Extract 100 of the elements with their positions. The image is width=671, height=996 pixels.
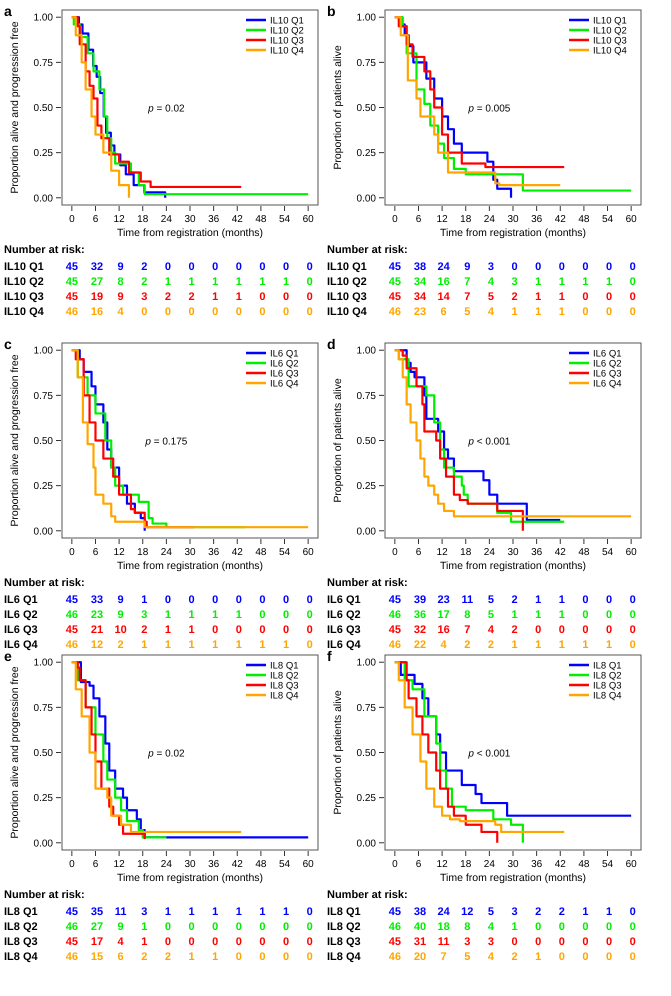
x-tick-label: 42 xyxy=(232,214,244,225)
y-axis-title: Proportion alive and progression free xyxy=(9,666,21,839)
y-axis-title: Proportion alive and progression free xyxy=(9,354,21,527)
chart-title: f xyxy=(327,648,332,664)
chart-title: a xyxy=(4,3,12,19)
legend-label: IL10 Q4 xyxy=(270,46,304,56)
annotation: p = 0.175 xyxy=(144,436,188,448)
x-axis-title: Time from registration (months) xyxy=(440,227,586,239)
legend-label: IL6 Q1 xyxy=(270,348,299,360)
y-tick-label: 1.00 xyxy=(356,346,376,357)
x-tick-label: 54 xyxy=(278,547,291,558)
legend-label: IL10 Q2 xyxy=(270,26,304,36)
legend-label: IL10 Q1 xyxy=(593,16,627,26)
text: Number at risk: xyxy=(327,577,408,589)
x-tick-label: 60 xyxy=(626,859,638,870)
text: 45 32 16 7 4 2 0 0 0 0 0 xyxy=(388,624,636,636)
legend-label: IL6 Q2 xyxy=(270,358,299,370)
text: 46 12 2 1 1 1 1 1 1 1 0 xyxy=(66,639,313,651)
text: IL10 Q1 xyxy=(4,261,44,273)
legend-label: IL6 Q2 xyxy=(593,358,622,370)
y-tick-label: 0.00 xyxy=(356,193,376,204)
x-tick-label: 54 xyxy=(602,859,614,870)
x-tick-label: 0 xyxy=(69,859,76,870)
y-axis-title: Proportion of patients alive xyxy=(332,378,344,503)
y-tick-label: 1.00 xyxy=(356,658,376,669)
text: 45 31 11 3 3 0 0 0 0 0 0 xyxy=(388,936,636,948)
text: IL6 Q2 xyxy=(327,609,361,621)
x-axis-title: Time from registration (months) xyxy=(116,560,264,572)
text: IL6 Q3 xyxy=(327,624,361,636)
text: 45 35 11 3 1 1 1 1 1 1 0 xyxy=(66,906,313,918)
text: IL8 Q2 xyxy=(327,921,361,933)
text: IL10 Q2 xyxy=(327,276,367,288)
legend-label: IL8 Q2 xyxy=(270,670,299,682)
x-tick-label: 30 xyxy=(507,214,519,225)
legend-label: IL6 Q4 xyxy=(270,378,299,390)
x-tick-label: 6 xyxy=(416,214,422,225)
x-tick-label: 12 xyxy=(114,859,126,870)
text: 45 38 24 12 5 3 2 2 1 1 0 xyxy=(388,906,636,918)
y-tick-label: 0.00 xyxy=(356,526,376,538)
text: IL8 Q4 xyxy=(327,951,361,963)
x-tick-label: 6 xyxy=(92,214,99,225)
x-tick-label: 60 xyxy=(626,547,638,558)
text: 45 21 10 2 1 1 0 0 0 0 0 xyxy=(66,624,313,636)
y-tick-label: 0.75 xyxy=(34,390,54,402)
legend-label: IL8 Q2 xyxy=(593,670,622,682)
x-tick-label: 24 xyxy=(160,547,172,558)
x-tick-label: 48 xyxy=(578,547,590,558)
x-tick-label: 42 xyxy=(554,214,566,225)
legend-label: IL10 Q3 xyxy=(593,36,627,46)
y-tick-label: 0.50 xyxy=(34,103,54,114)
legend-label: IL10 Q4 xyxy=(593,46,627,56)
x-tick-label: 30 xyxy=(507,859,519,870)
x-tick-label: 18 xyxy=(460,547,472,558)
y-tick-label: 0.50 xyxy=(34,748,54,759)
text: 45 32 9 2 0 0 0 0 0 0 0 xyxy=(66,261,313,273)
text: IL8 Q3 xyxy=(4,936,38,948)
x-axis-title: Time from registration (months) xyxy=(116,227,264,239)
text: IL8 Q3 xyxy=(327,936,361,948)
chart-title: d xyxy=(327,336,336,352)
text: IL10 Q4 xyxy=(4,306,44,318)
chart-title: e xyxy=(4,648,12,664)
y-tick-label: 0.00 xyxy=(34,193,54,204)
x-tick-label: 30 xyxy=(184,859,196,870)
text: 46 36 17 8 5 1 1 1 0 0 0 xyxy=(388,609,636,621)
y-axis-title: Proportion of patients alive xyxy=(332,45,344,170)
y-tick-label: 0.25 xyxy=(34,481,54,492)
x-tick-label: 48 xyxy=(578,859,590,870)
x-tick-label: 24 xyxy=(484,547,496,558)
text: 45 34 16 7 4 3 1 1 1 1 0 xyxy=(388,276,636,288)
y-tick-label: 0.00 xyxy=(34,526,54,538)
x-tick-label: 54 xyxy=(278,859,291,870)
legend-label: IL8 Q3 xyxy=(593,680,622,692)
x-tick-label: 42 xyxy=(232,859,244,870)
y-tick-label: 0.25 xyxy=(356,793,376,804)
y-tick-label: 0.50 xyxy=(356,103,376,114)
annotation: p < 0.001 xyxy=(467,748,511,760)
x-tick-label: 24 xyxy=(484,859,496,870)
x-tick-label: 18 xyxy=(137,547,149,558)
x-tick-label: 36 xyxy=(531,859,543,870)
y-tick-label: 0.75 xyxy=(356,702,376,714)
text: 45 38 24 9 3 0 0 0 0 0 0 xyxy=(388,261,636,273)
legend-label: IL10 Q2 xyxy=(593,26,627,36)
text: 45 27 8 2 1 1 1 1 1 1 0 xyxy=(66,276,313,288)
text: 46 27 9 1 0 0 0 0 0 0 0 xyxy=(66,921,313,933)
x-tick-label: 18 xyxy=(460,214,472,225)
x-tick-label: 18 xyxy=(460,859,472,870)
text: IL6 Q2 xyxy=(4,609,38,621)
text: IL6 Q1 xyxy=(4,594,38,606)
text: Number at risk: xyxy=(327,244,408,256)
x-tick-label: 60 xyxy=(626,214,638,225)
text: Number at risk: xyxy=(327,889,408,901)
text: IL10 Q4 xyxy=(327,306,367,318)
legend-label: IL8 Q4 xyxy=(270,690,299,702)
legend-label: IL8 Q1 xyxy=(270,660,299,672)
text: 45 17 4 1 0 0 0 0 0 0 0 xyxy=(66,936,313,948)
x-tick-label: 36 xyxy=(531,547,543,558)
x-tick-label: 48 xyxy=(255,547,267,558)
y-tick-label: 0.50 xyxy=(356,436,376,447)
text: IL6 Q3 xyxy=(4,624,38,636)
text: 45 39 23 11 5 2 1 1 0 0 0 xyxy=(388,594,636,606)
